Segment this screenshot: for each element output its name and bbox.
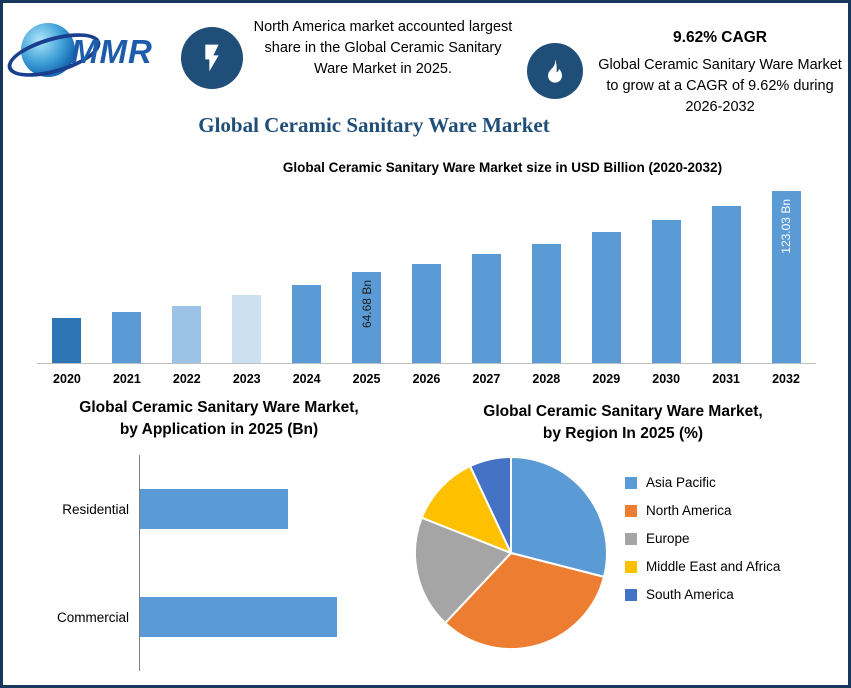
cagr-text: Global Ceramic Sanitary Ware Market to g… — [598, 57, 842, 115]
globe-icon — [21, 23, 75, 77]
bar-2025: 64.68 Bn — [337, 188, 397, 363]
x-label-2024: 2024 — [292, 372, 321, 386]
pie-slice-asia-pacific — [510, 455, 608, 579]
bar-2029 — [576, 188, 636, 363]
x-label-2020: 2020 — [53, 372, 81, 386]
legend-swatch — [625, 588, 637, 601]
bar-2027 — [456, 188, 516, 363]
legend-item-south-america: South America — [625, 587, 780, 602]
bar-value-label-2025: 64.68 Bn — [359, 280, 374, 329]
legend-label: Asia Pacific — [646, 475, 716, 490]
pie-slice-north-america — [443, 551, 606, 650]
x-label-2029: 2029 — [592, 372, 621, 386]
bar-rect-2022 — [172, 306, 202, 363]
cagr-value: 9.62% CAGR — [673, 29, 767, 46]
region-legend: Asia Pacific North America Europe Middle Ea… — [625, 475, 780, 653]
legend-item-europe: Europe — [625, 531, 780, 546]
x-label-2027: 2027 — [472, 372, 501, 386]
x-label-2032: 2032 — [772, 372, 800, 386]
bar-2031 — [696, 188, 756, 363]
pie-slice-south-america — [468, 455, 512, 554]
bar-rect-2027 — [471, 254, 501, 363]
bar-2020 — [37, 188, 97, 363]
bar-2032: 123.03 Bn — [756, 188, 816, 363]
bar-rect-2028 — [531, 244, 561, 363]
bar-2021 — [97, 188, 157, 363]
x-label-2028: 2028 — [532, 372, 561, 386]
bar-rect-2032: 123.03 Bn — [771, 191, 801, 363]
page-title: Global Ceramic Sanitary Ware Market — [198, 113, 550, 137]
bar-2022 — [157, 188, 217, 363]
legend-swatch — [625, 560, 637, 573]
hbar-row-commercial: Commercial — [33, 563, 405, 671]
pie-slice-middle-east-and-africa — [420, 464, 513, 555]
hbar-rect-residential — [140, 489, 288, 529]
hbar-area-residential — [139, 455, 405, 563]
flame-icon — [548, 59, 562, 83]
region-pie-chart — [414, 455, 608, 650]
bar-rect-2030 — [651, 220, 681, 363]
region-chart-title: Global Ceramic Sanitary Ware Market, by … — [405, 401, 841, 445]
hbar-label-commercial: Commercial — [56, 609, 129, 625]
fact-north-america: North America market accounted largest s… — [253, 19, 513, 77]
legend-label: South America — [646, 587, 734, 602]
x-label-2031: 2031 — [712, 372, 740, 386]
bar-rect-2026 — [411, 264, 441, 363]
bar-value-label-2032: 123.03 Bn — [779, 199, 794, 254]
legend-label: North America — [646, 503, 732, 518]
x-label-2030: 2030 — [652, 372, 681, 386]
region-chart: Global Ceramic Sanitary Ware Market, by … — [405, 401, 841, 653]
bar-rect-2029 — [591, 232, 621, 363]
application-chart: Global Ceramic Sanitary Ware Market, by … — [33, 397, 405, 671]
region-chart-title-line2: by Region In 2025 (%) — [542, 425, 704, 442]
x-label-2025: 2025 — [352, 372, 381, 386]
logo-text: MMR — [71, 33, 153, 70]
hbar-label-residential: Residential — [62, 501, 129, 517]
legend-label: Europe — [646, 531, 690, 546]
mmr-logo: MMR — [3, 17, 173, 93]
x-label-2021: 2021 — [112, 372, 141, 386]
bar-2028 — [516, 188, 576, 363]
x-axis-labels: 2020 2021 2022 2023 2024 2025 2026 2027 2028 2029… — [37, 364, 816, 386]
legend-swatch — [625, 504, 637, 517]
legend-swatch — [625, 532, 637, 545]
bar-2030 — [636, 188, 696, 363]
legend-swatch — [625, 476, 637, 489]
hbar-row-residential: Residential — [33, 455, 405, 563]
bar-plot-area: 64.68 Bn 123.03 Bn — [37, 188, 816, 364]
pie-row: Asia Pacific North America Europe Middle Ea… — [405, 453, 841, 653]
hbar-rect-commercial — [140, 597, 337, 637]
market-size-chart-title: Global Ceramic Sanitary Ware Market size… — [282, 160, 723, 175]
legend-item-asia-pacific: Asia Pacific — [625, 475, 780, 490]
bar-rect-2020 — [52, 318, 82, 363]
legend-label: Middle East and Africa — [646, 559, 781, 574]
application-chart-title-line2: by Application in 2025 (Bn) — [119, 421, 319, 438]
bar-rect-2021 — [112, 312, 142, 363]
bar-2024 — [277, 188, 337, 363]
bar-2026 — [397, 188, 457, 363]
lightning-badge — [181, 27, 243, 89]
bar-rect-2031 — [711, 206, 741, 363]
x-label-2022: 2022 — [172, 372, 201, 386]
hbar-plot-area: Residential Commercial — [33, 455, 405, 671]
region-chart-title-line1: Global Ceramic Sanitary Ware Market, — [483, 403, 763, 420]
x-label-2023: 2023 — [232, 372, 261, 386]
application-chart-title: Global Ceramic Sanitary Ware Market, by … — [33, 397, 405, 441]
legend-item-north-america: North America — [625, 503, 780, 518]
bar-2023 — [217, 188, 277, 363]
x-label-2026: 2026 — [412, 372, 441, 386]
flame-badge — [527, 43, 583, 99]
market-size-chart: 64.68 Bn 123.03 Bn 2020 2021 2022 2023 2024 20… — [37, 188, 816, 386]
bar-rect-2025: 64.68 Bn — [352, 272, 382, 363]
application-chart-title-line1: Global Ceramic Sanitary Ware Market, — [79, 399, 359, 416]
legend-item-middle-east-and-africa: Middle East and Africa — [625, 559, 780, 574]
bar-rect-2023 — [232, 295, 262, 363]
hbar-area-commercial — [139, 563, 405, 671]
fact-cagr: 9.62% CAGR Global Ceramic Sanitary Ware … — [595, 29, 845, 118]
lightning-icon — [205, 44, 219, 72]
bar-rect-2024 — [292, 285, 322, 363]
